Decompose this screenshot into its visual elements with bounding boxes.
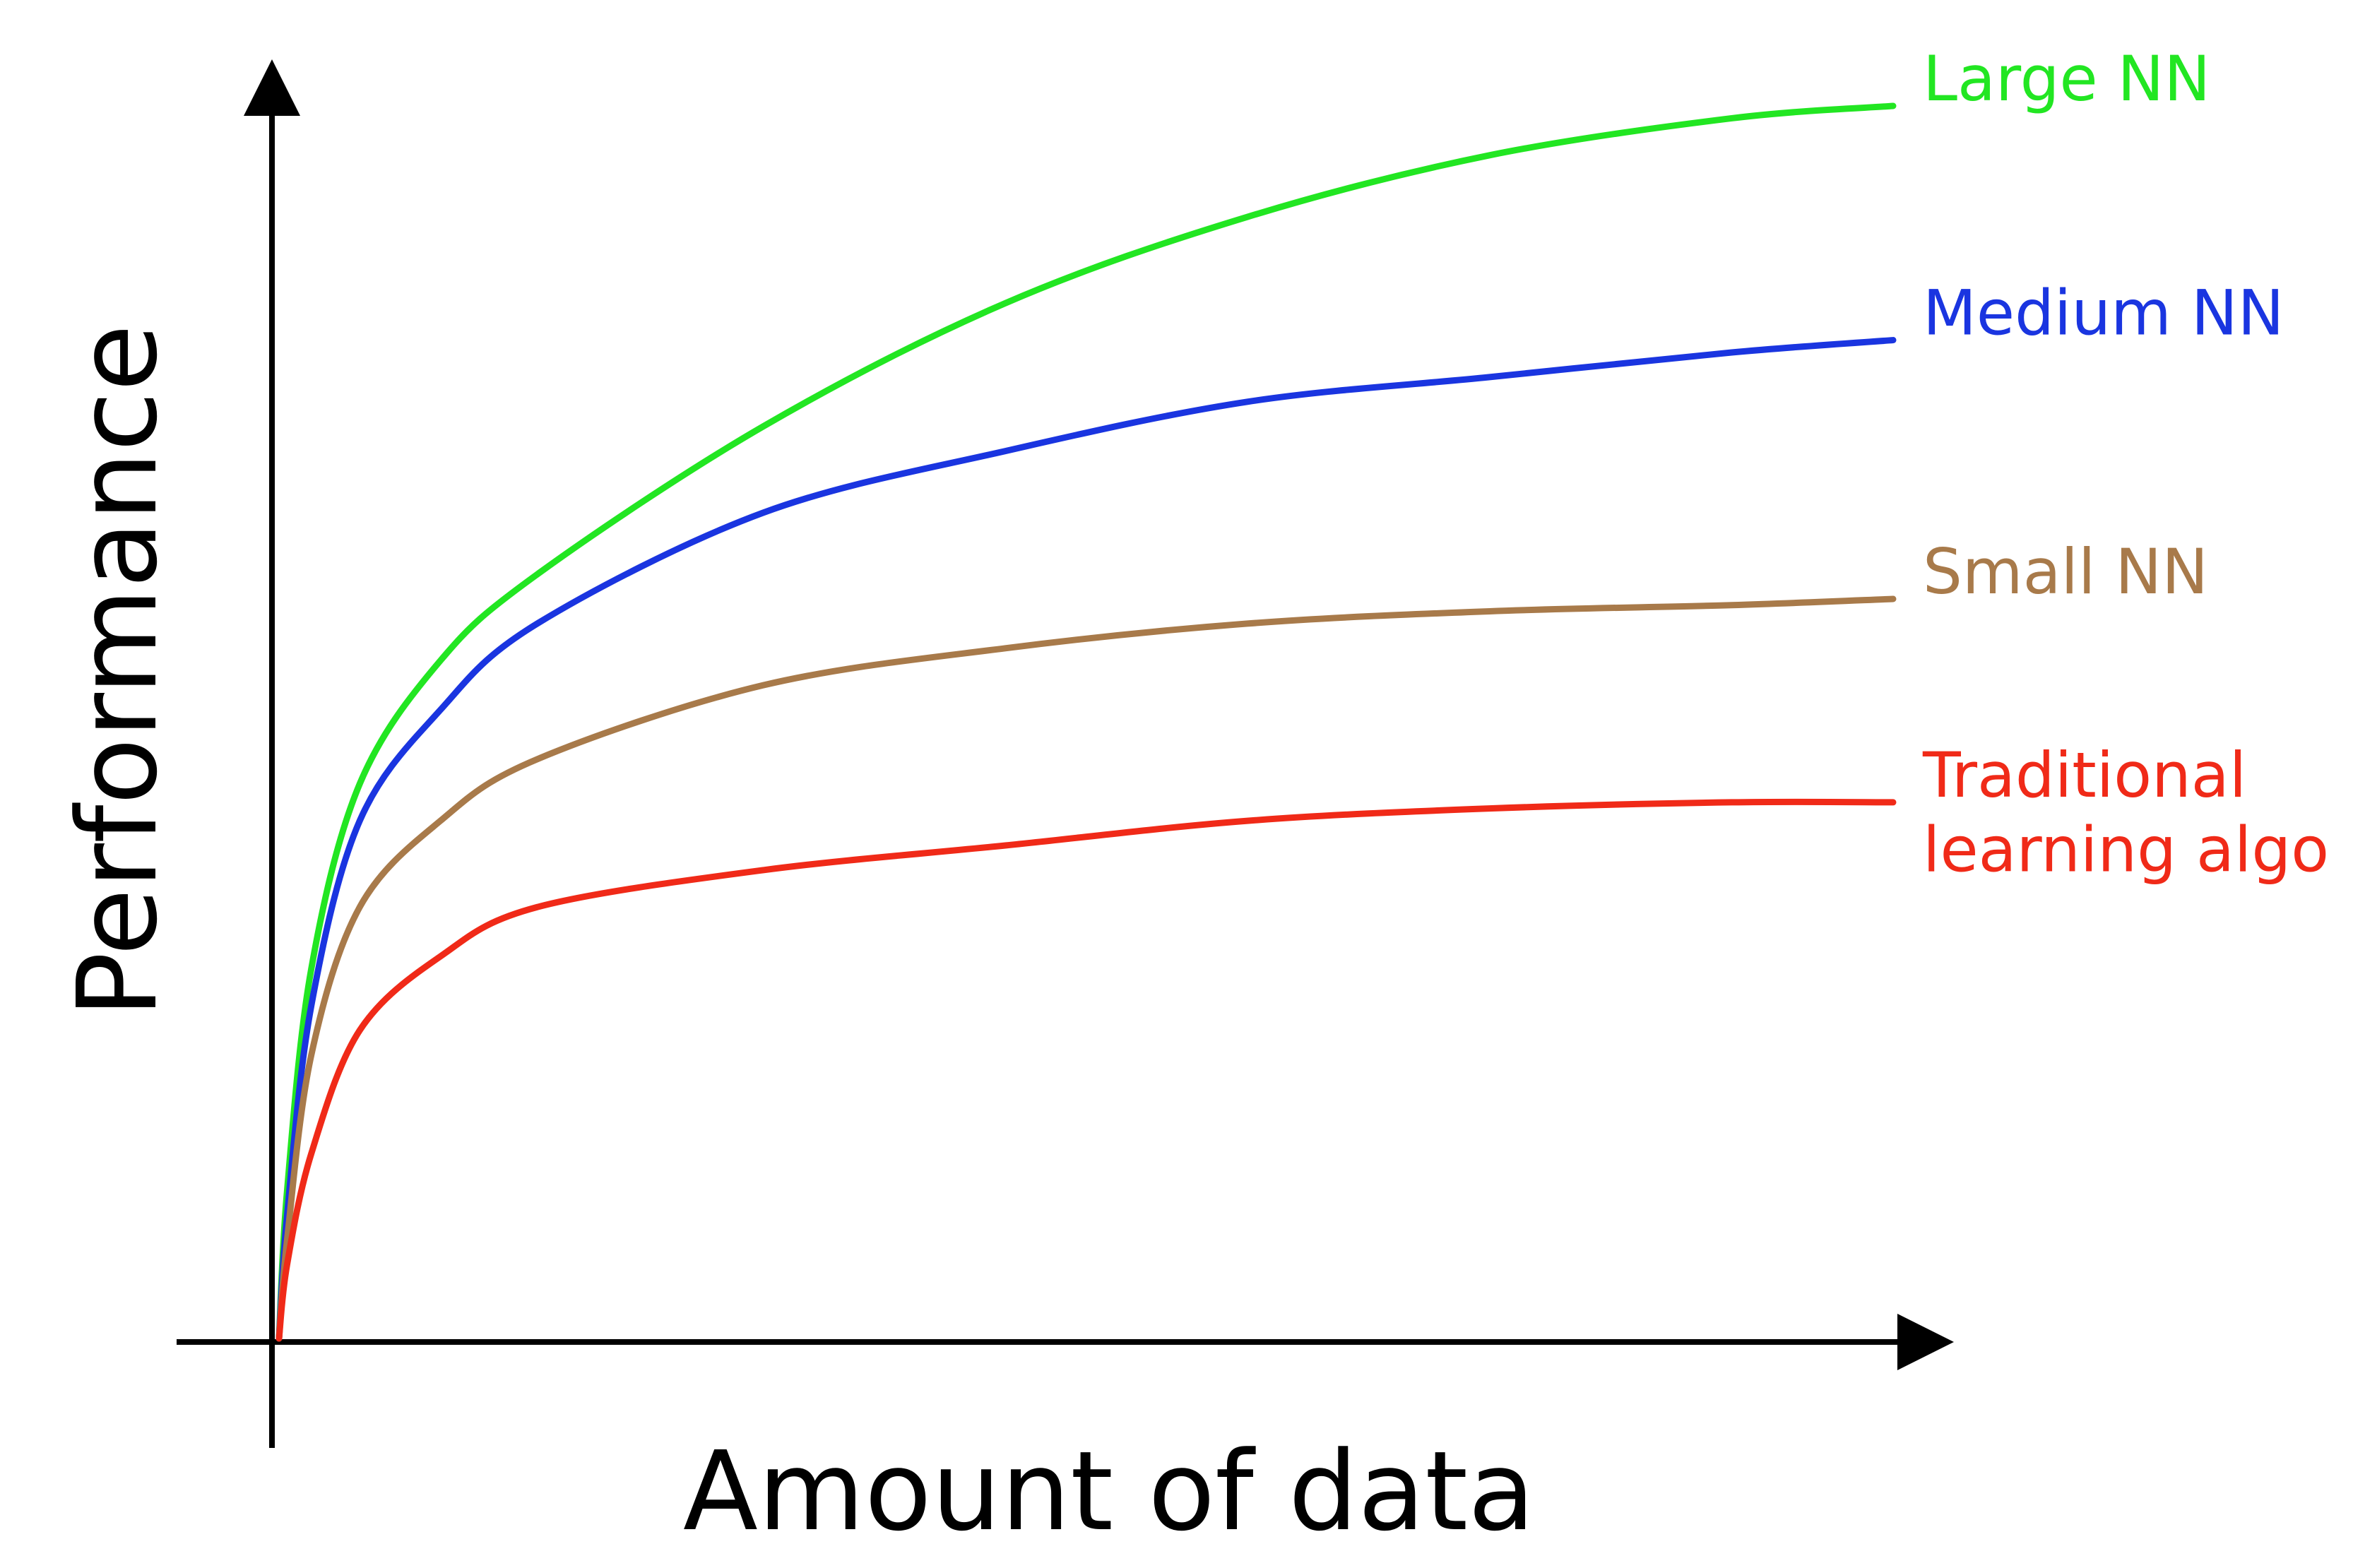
series-label-0: Large NN xyxy=(1923,42,2210,115)
series-label-line-0-0: Large NN xyxy=(1923,42,2210,115)
series-label-3: Traditional learning algo xyxy=(1922,739,2329,886)
series-layer xyxy=(275,102,1897,1342)
series-line-0 xyxy=(275,102,1897,1342)
series-label-line-3-0: Traditional xyxy=(1922,739,2246,812)
series-label-line-3-1: learning algo xyxy=(1923,814,2329,886)
series-line-3 xyxy=(275,798,1897,1342)
y-axis-label: Performance xyxy=(54,324,182,1018)
series-label-2: Small NN xyxy=(1923,535,2208,608)
x-axis-label: Amount of data xyxy=(683,1427,1535,1555)
series-line-1 xyxy=(275,337,1897,1342)
series-label-layer: Large NN Medium NN Small NN Traditional lear… xyxy=(1922,42,2329,886)
series-line-2 xyxy=(275,595,1897,1342)
series-label-line-2-0: Small NN xyxy=(1923,535,2208,608)
series-label-1: Medium NN xyxy=(1923,277,2284,350)
series-label-line-1-0: Medium NN xyxy=(1923,277,2284,350)
